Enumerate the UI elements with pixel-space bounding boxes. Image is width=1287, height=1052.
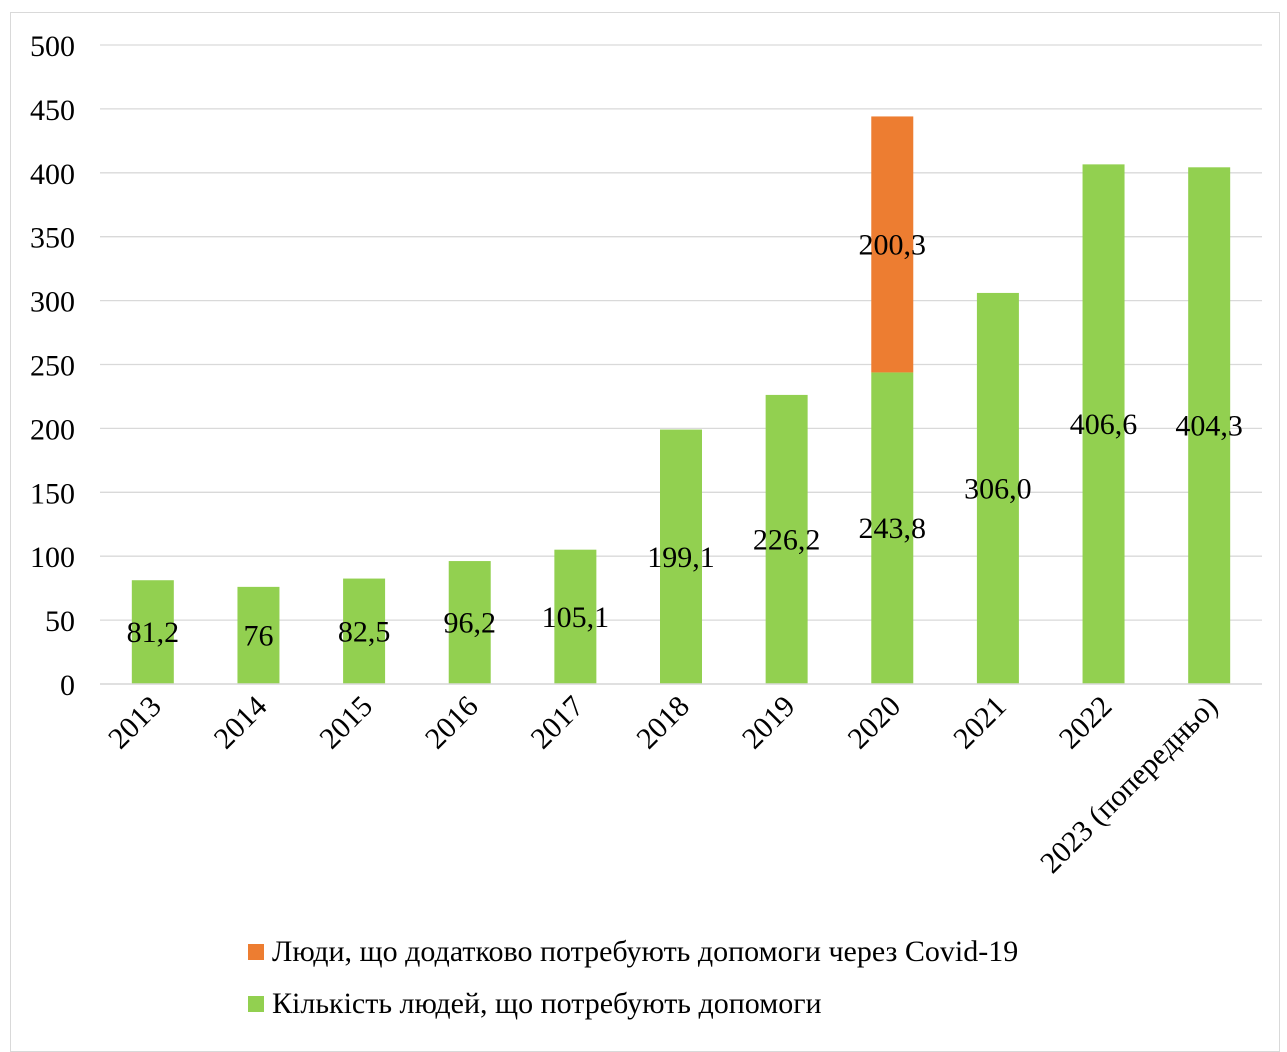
legend-swatch-covid bbox=[248, 944, 264, 960]
bar bbox=[1082, 164, 1125, 684]
data-label: 226,2 bbox=[753, 523, 821, 556]
data-label: 200,3 bbox=[859, 228, 927, 261]
y-tick-label: 0 bbox=[60, 669, 75, 702]
x-tick-label: 2019 bbox=[736, 690, 802, 756]
data-label: 82,5 bbox=[338, 615, 391, 648]
bar bbox=[765, 394, 808, 684]
data-label: 96,2 bbox=[443, 607, 496, 640]
x-tick-label: 2020 bbox=[841, 690, 907, 756]
legend-swatch-people bbox=[248, 996, 264, 1012]
x-tick-label: 2022 bbox=[1053, 690, 1119, 756]
y-tick-label: 400 bbox=[30, 158, 75, 191]
data-label: 199,1 bbox=[647, 541, 715, 574]
bar bbox=[343, 578, 386, 684]
data-label: 76 bbox=[243, 619, 273, 652]
legend-item-people: Кількість людей, що потребують допомоги bbox=[248, 986, 1248, 1022]
x-tick-label: 2021 bbox=[947, 690, 1013, 756]
bar bbox=[1188, 167, 1231, 685]
x-tick-label: 2018 bbox=[630, 690, 696, 756]
y-tick-label: 100 bbox=[30, 541, 75, 574]
data-label: 404,3 bbox=[1175, 410, 1243, 443]
data-label: 81,2 bbox=[127, 616, 180, 649]
x-axis: 2013 2014 2015 2016 2017 2018 2019 2020 2021 2022… bbox=[100, 683, 1262, 880]
y-axis: 0 50 100 150 200 250 300 350 400 450 500 bbox=[30, 30, 75, 702]
x-tick-label: 2013 bbox=[102, 690, 168, 756]
legend-label-people: Кількість людей, що потребують допомоги bbox=[272, 987, 822, 1020]
bar bbox=[871, 372, 914, 684]
bar bbox=[131, 580, 174, 684]
legend-item-covid: Люди, що додатково потребують допомоги ч… bbox=[248, 934, 1248, 970]
y-tick-label: 500 bbox=[30, 30, 75, 63]
y-tick-label: 350 bbox=[30, 222, 75, 255]
bar bbox=[871, 116, 914, 373]
bars bbox=[131, 116, 1231, 685]
data-label: 406,6 bbox=[1070, 408, 1138, 441]
y-tick-label: 200 bbox=[30, 413, 75, 446]
y-tick-label: 300 bbox=[30, 286, 75, 319]
x-tick-label: 2023 (попередньо) bbox=[1034, 690, 1224, 880]
bar bbox=[237, 586, 280, 684]
y-tick-label: 50 bbox=[45, 605, 75, 638]
x-tick-label: 2014 bbox=[208, 690, 274, 756]
legend: Люди, що додатково потребують допомоги ч… bbox=[248, 934, 1248, 1038]
bar bbox=[976, 292, 1019, 684]
data-label: 243,8 bbox=[859, 512, 927, 545]
y-tick-label: 250 bbox=[30, 350, 75, 383]
bar bbox=[554, 549, 597, 684]
y-tick-label: 450 bbox=[30, 94, 75, 127]
y-tick-label: 150 bbox=[30, 477, 75, 510]
bar bbox=[448, 561, 491, 684]
data-label: 306,0 bbox=[964, 472, 1032, 505]
x-tick-label: 2015 bbox=[313, 690, 379, 756]
bar bbox=[660, 429, 702, 684]
data-labels: 81,2 76 82,5 96,2 105,1 199,1 226,2 243,8 200,3 3… bbox=[127, 228, 1243, 652]
x-tick-label: 2017 bbox=[525, 690, 591, 756]
x-tick-label: 2016 bbox=[419, 690, 485, 756]
legend-label-covid: Люди, що додатково потребують допомоги ч… bbox=[272, 935, 1019, 968]
data-label: 105,1 bbox=[542, 601, 610, 634]
